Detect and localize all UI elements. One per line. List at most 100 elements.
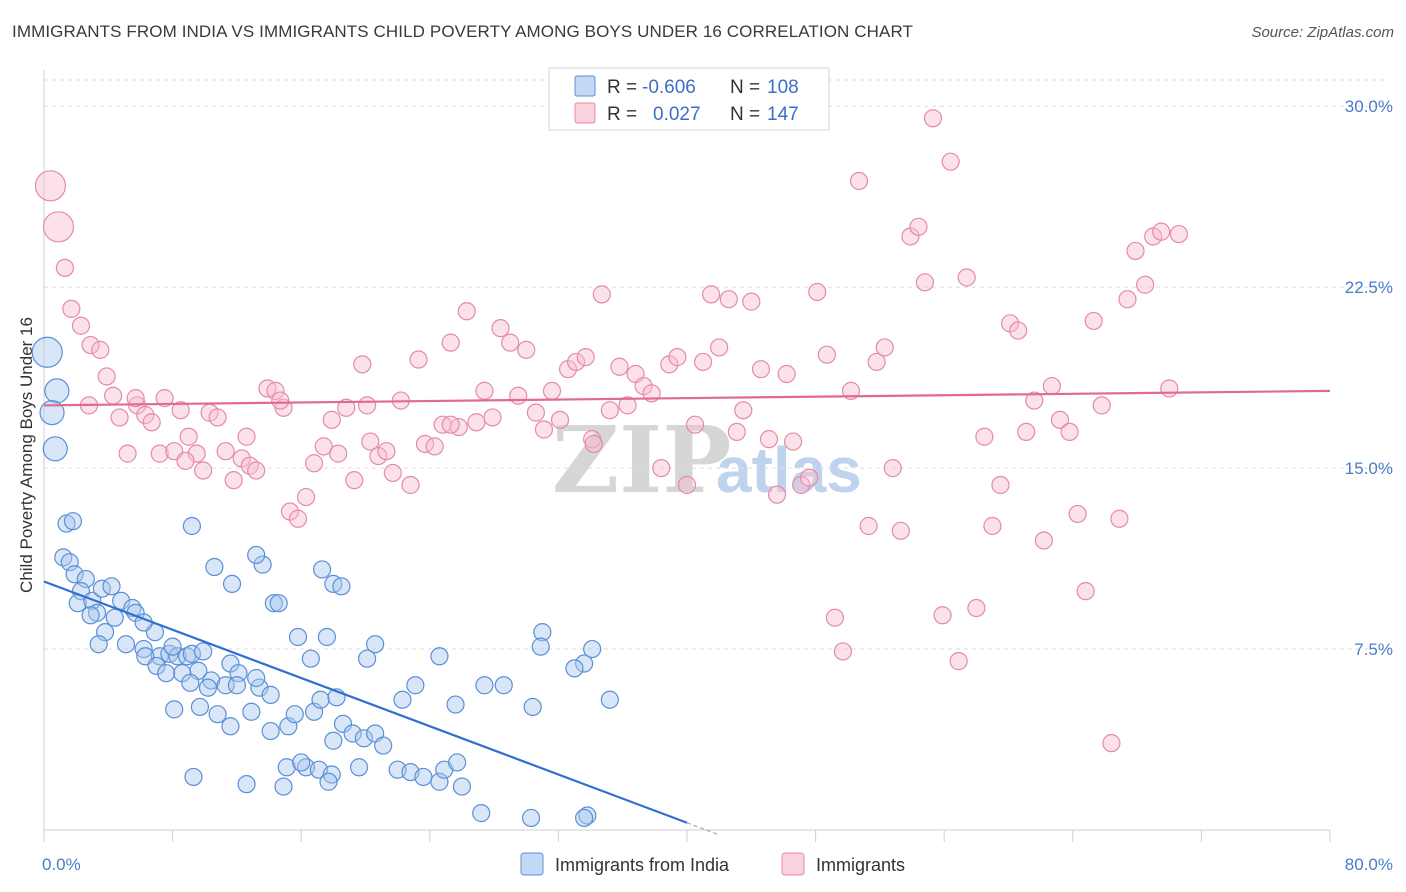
india-point-79 bbox=[319, 772, 338, 791]
y-axis-label: Child Poverty Among Boys Under 16 bbox=[17, 317, 36, 593]
india-point-99 bbox=[583, 639, 602, 659]
india-point-57 bbox=[311, 690, 330, 709]
watermark-atlas: atlas bbox=[716, 434, 862, 506]
india-point-24 bbox=[116, 635, 136, 654]
immigrants-point-33 bbox=[296, 487, 316, 507]
india-point-84 bbox=[269, 594, 288, 613]
immigrants-point-119 bbox=[1009, 321, 1028, 340]
immigrants-point-72 bbox=[618, 396, 637, 415]
legend-swatch-pink bbox=[574, 102, 596, 124]
immigrants-point-64 bbox=[550, 410, 570, 429]
immigrants-point-70 bbox=[600, 401, 619, 420]
immigrants-point-131 bbox=[1110, 509, 1129, 528]
immigrants-point-95 bbox=[808, 282, 827, 302]
immigrants-point-13 bbox=[142, 413, 161, 432]
immigrants-point-92 bbox=[783, 432, 803, 451]
immigrants-point-47 bbox=[409, 350, 428, 369]
immigrants-point-111 bbox=[941, 152, 960, 171]
x-tick-label-1: 80.0% bbox=[1345, 855, 1393, 874]
x-tick-labels: 0.0% 80.0% bbox=[42, 855, 1393, 874]
immigrants-point-102 bbox=[867, 352, 886, 372]
india-point-8 bbox=[65, 565, 84, 584]
india-point-70 bbox=[349, 758, 369, 777]
india-point-3 bbox=[42, 436, 68, 462]
india-point-18 bbox=[81, 606, 100, 625]
immigrants-point-40 bbox=[353, 355, 372, 374]
legend-label-immigrants: Immigrants bbox=[816, 855, 905, 875]
immigrants-point-83 bbox=[710, 338, 729, 357]
immigrants-point-38 bbox=[337, 398, 356, 417]
india-point-51 bbox=[221, 717, 240, 736]
immigrants-point-129 bbox=[1092, 396, 1111, 415]
india-point-111 bbox=[575, 808, 594, 828]
x-tick-label-0: 0.0% bbox=[42, 855, 81, 874]
immigrants-point-97 bbox=[825, 608, 844, 627]
india-point-83 bbox=[264, 594, 283, 613]
immigrants-point-98 bbox=[833, 642, 853, 661]
y-tick-label-2: 22.5% bbox=[1345, 278, 1393, 297]
immigrants-point-67 bbox=[576, 348, 595, 367]
chart-source: Source: ZipAtlas.com bbox=[1251, 24, 1394, 41]
immigrants-point-12 bbox=[136, 405, 155, 425]
immigrants-point-71 bbox=[610, 357, 629, 376]
immigrants-point-43 bbox=[377, 442, 396, 461]
immigrants-point-23 bbox=[216, 442, 235, 461]
immigrants-point-35 bbox=[314, 437, 333, 456]
india-point-7 bbox=[60, 553, 79, 572]
india-point-2 bbox=[39, 400, 65, 426]
immigrants-point-132 bbox=[1118, 290, 1137, 309]
india-point-63 bbox=[324, 731, 343, 750]
india-point-78 bbox=[274, 777, 293, 796]
grid-lines bbox=[44, 79, 1390, 650]
legend-n-label-1: N = bbox=[730, 77, 760, 98]
immigrants-point-55 bbox=[475, 381, 494, 400]
india-point-61 bbox=[354, 729, 373, 748]
immigrants-point-51 bbox=[441, 333, 460, 352]
immigrants-point-123 bbox=[1042, 376, 1062, 396]
immigrants-point-138 bbox=[1169, 224, 1188, 244]
legend-r-label-1: R = bbox=[607, 77, 637, 98]
immigrants-point-84 bbox=[719, 290, 738, 309]
immigrants-point-112 bbox=[949, 652, 968, 671]
immigrants-point-114 bbox=[967, 598, 986, 618]
immigrants-point-79 bbox=[677, 475, 697, 495]
legend-swatch-blue bbox=[574, 75, 596, 97]
india-point-23 bbox=[89, 635, 108, 654]
immigrants-point-122 bbox=[1034, 531, 1053, 550]
india-point-94 bbox=[494, 676, 513, 695]
india-point-44 bbox=[227, 676, 246, 695]
immigrants-point-140 bbox=[126, 389, 145, 408]
immigrants-point-63 bbox=[542, 381, 562, 400]
india-point-114 bbox=[301, 649, 320, 668]
trend-line-immigrants bbox=[43, 389, 1331, 407]
immigrants-point-124 bbox=[1050, 410, 1070, 429]
series-legend: Immigrants from India Immigrants bbox=[520, 852, 905, 876]
immigrants-point-121 bbox=[1025, 391, 1044, 410]
immigrants-point-20 bbox=[194, 461, 213, 480]
immigrants-point-117 bbox=[991, 475, 1010, 495]
immigrants-point-53 bbox=[457, 302, 476, 321]
immigrants-point-120 bbox=[1017, 422, 1036, 442]
india-point-59 bbox=[333, 714, 353, 733]
immigrants-point-29 bbox=[266, 381, 285, 400]
india-point-92 bbox=[446, 695, 465, 714]
immigrants-point-96 bbox=[817, 345, 836, 364]
immigrants-point-32 bbox=[288, 509, 308, 528]
india-point-96 bbox=[565, 659, 584, 678]
immigrants-point-101 bbox=[859, 516, 878, 536]
india-point-76 bbox=[184, 767, 203, 787]
immigrants-point-85 bbox=[727, 422, 746, 442]
immigrants-point-61 bbox=[526, 403, 545, 422]
immigrants-point-142 bbox=[237, 427, 256, 446]
india-point-60 bbox=[343, 724, 362, 743]
immigrants-point-6 bbox=[91, 340, 110, 359]
india-point-5 bbox=[63, 512, 83, 531]
immigrants-point-39 bbox=[345, 471, 364, 490]
legend-r-label-2: R = bbox=[607, 104, 637, 125]
india-point-53 bbox=[261, 721, 280, 741]
legend-box bbox=[548, 67, 830, 131]
india-point-75 bbox=[452, 777, 472, 796]
india-point-64 bbox=[374, 736, 393, 755]
immigrants-point-37 bbox=[329, 444, 348, 463]
immigrants-point-133 bbox=[1126, 241, 1145, 261]
